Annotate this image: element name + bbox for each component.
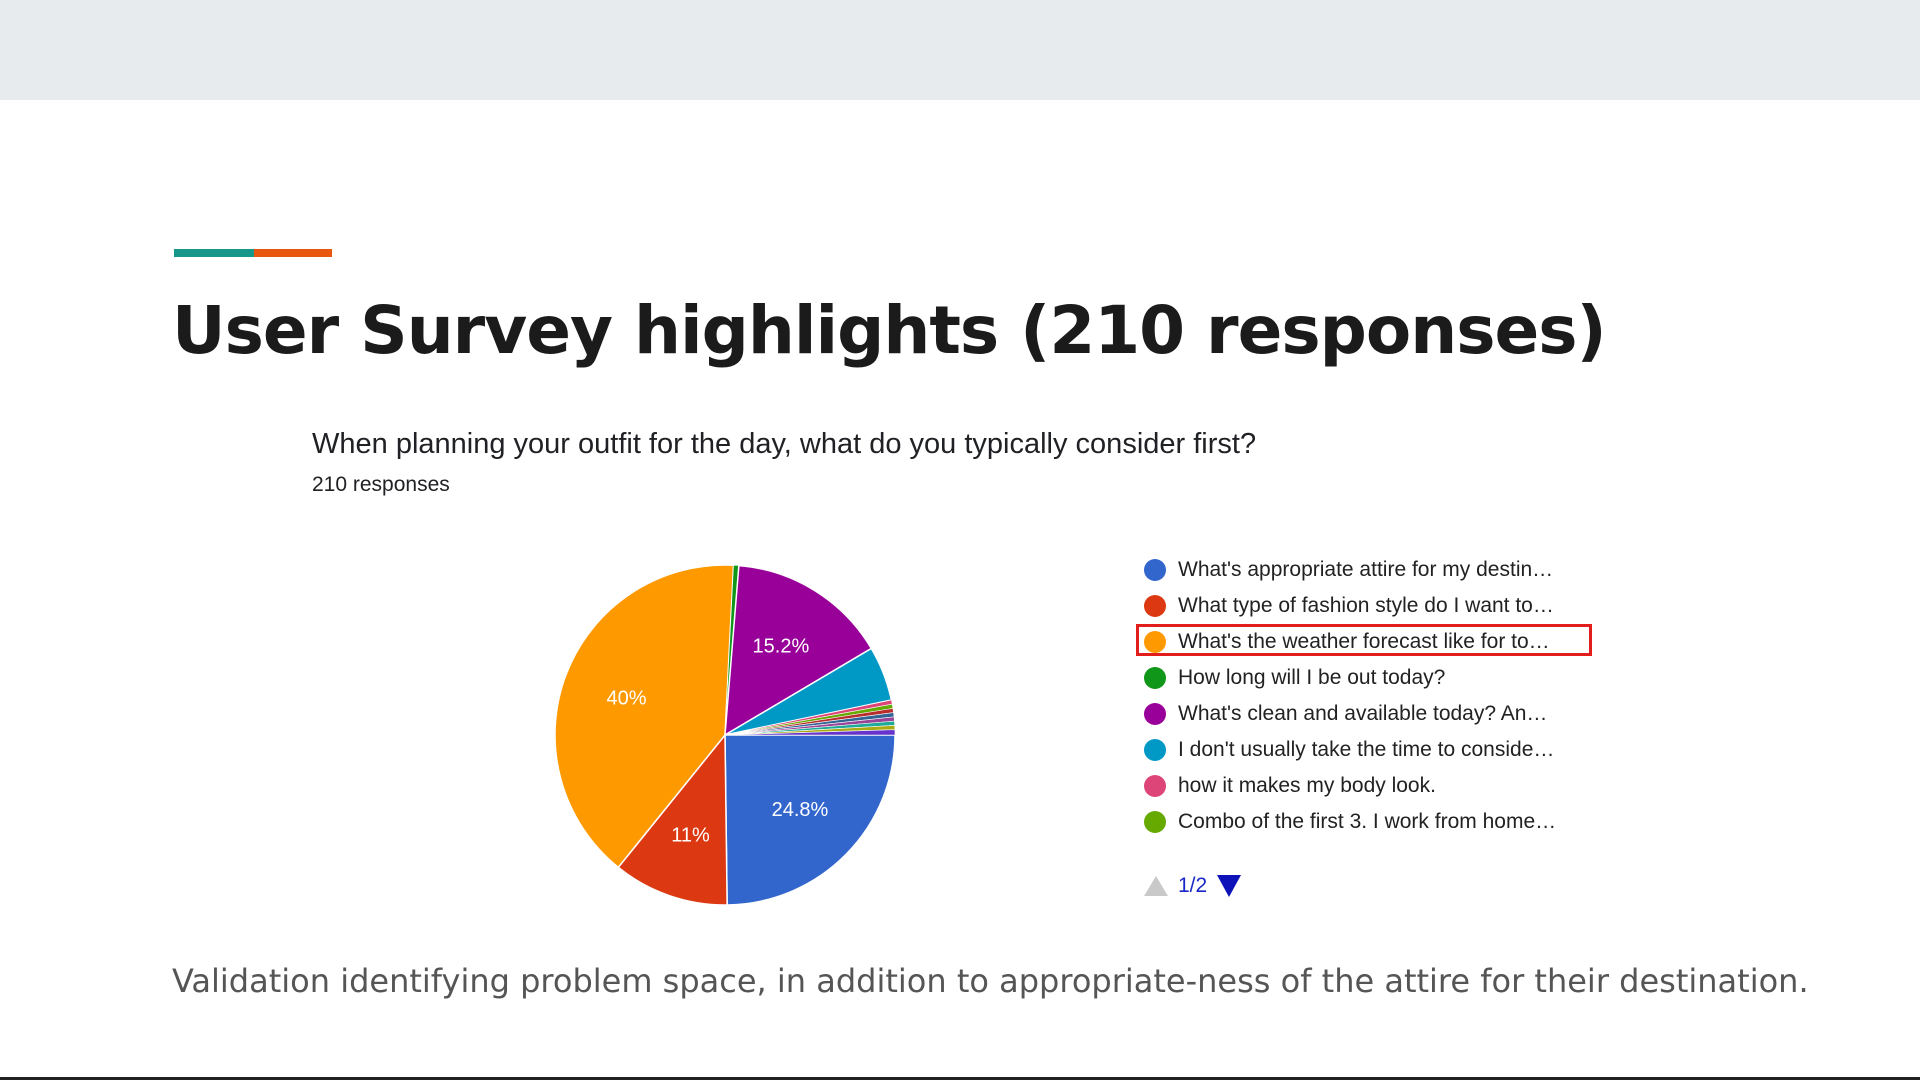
legend-item: What's the weather forecast like for to… bbox=[1136, 624, 1600, 660]
legend-swatch bbox=[1144, 811, 1166, 833]
pager-prev-icon[interactable] bbox=[1144, 876, 1168, 896]
legend-label: How long will I be out today? bbox=[1178, 666, 1446, 689]
legend-label: I don't usually take the time to conside… bbox=[1178, 738, 1555, 761]
accent-bar bbox=[174, 249, 332, 257]
legend-swatch bbox=[1144, 595, 1166, 617]
legend-label: What's clean and available today? An… bbox=[1178, 702, 1548, 725]
pie-chart: 24.8% 11% 40% 15.2% bbox=[554, 564, 896, 906]
pager-next-icon[interactable] bbox=[1217, 875, 1242, 897]
pie-slice-label: 15.2% bbox=[753, 636, 810, 658]
pie-slice bbox=[554, 564, 735, 869]
pager-label: 1/2 bbox=[1178, 874, 1208, 897]
legend-swatch bbox=[1144, 667, 1166, 689]
pie-slice bbox=[724, 564, 873, 737]
legend-pager: 1/2 bbox=[1144, 874, 1242, 898]
legend-item: how it makes my body look. bbox=[1140, 768, 1600, 804]
legend-item: I don't usually take the time to conside… bbox=[1140, 732, 1600, 768]
legend-item: How long will I be out today? bbox=[1140, 660, 1600, 696]
legend-item: What's appropriate attire for my destin… bbox=[1140, 552, 1600, 588]
legend-label: Combo of the first 3. I work from home… bbox=[1178, 810, 1557, 833]
legend-label: What type of fashion style do I want to… bbox=[1178, 594, 1554, 617]
pie-slice-label: 24.8% bbox=[772, 799, 829, 821]
legend-item: What's clean and available today? An… bbox=[1140, 696, 1600, 732]
legend-swatch bbox=[1144, 739, 1166, 761]
legend-swatch bbox=[1144, 775, 1166, 797]
legend-label: What's appropriate attire for my destin… bbox=[1178, 558, 1554, 581]
pie-slice-label: 11% bbox=[671, 825, 710, 847]
bottom-divider bbox=[0, 1077, 1920, 1080]
legend-swatch bbox=[1144, 631, 1166, 653]
pie-slice bbox=[724, 729, 896, 736]
response-count: 210 responses bbox=[312, 473, 450, 496]
slide-footer-text: Validation identifying problem space, in… bbox=[172, 962, 1809, 1000]
legend-swatch bbox=[1144, 559, 1166, 581]
accent-teal bbox=[174, 249, 254, 257]
legend-swatch bbox=[1144, 703, 1166, 725]
pie-slice bbox=[617, 732, 728, 906]
legend-label: how it makes my body look. bbox=[1178, 774, 1436, 797]
top-bar bbox=[0, 0, 1920, 100]
legend-item: What type of fashion style do I want to… bbox=[1140, 588, 1600, 624]
accent-orange bbox=[254, 249, 332, 257]
pie-slice bbox=[724, 734, 896, 906]
legend-label: What's the weather forecast like for to… bbox=[1178, 630, 1550, 653]
question-text: When planning your outfit for the day, w… bbox=[312, 428, 1257, 460]
slide-title: User Survey highlights (210 responses) bbox=[172, 292, 1607, 369]
pie-slice-label: 40% bbox=[607, 687, 647, 709]
chart-legend: What's appropriate attire for my destin…… bbox=[1136, 552, 1600, 840]
legend-item: Combo of the first 3. I work from home… bbox=[1140, 804, 1600, 840]
